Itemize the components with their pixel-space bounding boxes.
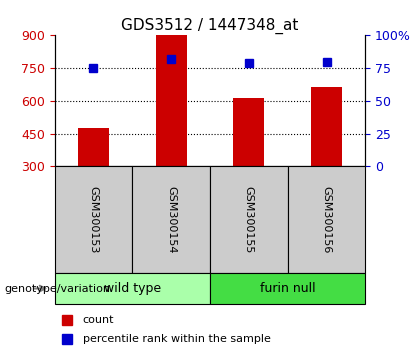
Text: count: count [83,315,114,325]
Bar [234,98,265,166]
Bar [210,166,288,273]
Bar [288,166,365,273]
Text: percentile rank within the sample: percentile rank within the sample [83,333,270,344]
Text: genotype/variation: genotype/variation [4,284,110,293]
Bar [311,87,342,166]
Title: GDS3512 / 1447348_at: GDS3512 / 1447348_at [121,18,299,34]
Bar [55,273,210,304]
Text: GSM300156: GSM300156 [322,186,331,253]
Bar [155,35,186,166]
Bar [55,166,132,273]
Text: furin null: furin null [260,282,315,295]
Bar [132,166,210,273]
Bar [78,128,109,166]
Text: GSM300154: GSM300154 [166,186,176,253]
Text: wild type: wild type [104,282,161,295]
Text: GSM300155: GSM300155 [244,186,254,253]
Text: GSM300153: GSM300153 [89,186,98,253]
Bar [210,273,365,304]
